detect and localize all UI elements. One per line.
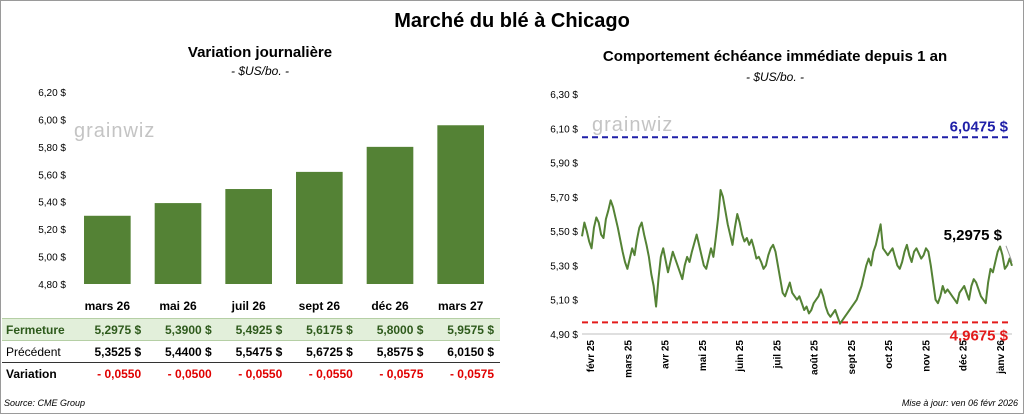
x-tick-label: juil 26 [231,299,266,313]
y-tick-label: 5,30 $ [550,261,578,272]
high-reference-label: 6,0475 $ [950,118,1009,135]
table-row-variation: Variation - 0,0550 - 0,0500 - 0,0550 - 0… [2,363,500,385]
y-tick-label: 6,30 $ [550,90,578,101]
low-reference-label: 4,9675 $ [950,327,1009,344]
x-tick-label: janv 26 [996,340,1007,375]
price-series-line [581,189,1013,325]
y-tick-label: 4,80 $ [38,280,66,291]
x-tick-label: juin 25 [735,340,746,373]
bar [296,171,343,284]
y-tick-label: 6,10 $ [550,124,578,135]
table-cell: - 0,0550 [238,366,283,381]
bar [154,203,202,284]
x-tick-label: févr 25 [586,340,597,373]
bar [225,189,272,284]
table-row-precedent: Précédent 5,3525 $ 5,4400 $ 5,5475 $ 5,6… [2,340,500,363]
y-tick-label: 5,50 $ [550,227,578,238]
table-cell: 5,6175 $ [288,318,359,341]
x-tick-label: mai 26 [159,299,197,313]
line-chart-title: Comportement échéance immédiate depuis 1… [602,48,948,65]
x-tick-label: nov 25 [922,340,933,372]
page-title: Marché du blé à Chicago [394,10,630,32]
table-cell: - 0,0550 [97,366,142,381]
x-tick-label: sept 25 [847,340,858,375]
x-tick-label: mars 25 [623,340,634,378]
table-cell: 5,4400 $ [147,340,218,363]
y-tick-label: 5,40 $ [38,198,66,209]
table-cell: - 0,0575 [449,366,494,381]
y-tick-label: 5,80 $ [38,143,66,154]
source-note: Source: CME Group [4,398,86,408]
bar [437,125,484,284]
bar [366,146,414,284]
y-tick-label: 6,20 $ [38,88,66,99]
table-cell: - 0,0550 [308,366,353,381]
x-tick-label: déc 25 [959,340,970,372]
bar-chart: 4,80 $ 5,00 $ 5,20 $ 5,40 $ 5,60 $ 5,80 $ 6,00… [38,88,484,313]
y-tick-label: 5,90 $ [550,159,578,170]
y-tick-label: 5,00 $ [38,253,66,264]
watermark-logo-right: grainwiz [592,114,674,136]
bar [84,215,131,284]
x-tick-label: août 25 [810,340,821,375]
row-label-variation: Variation [6,366,57,381]
table-cell: 5,8000 $ [358,318,430,341]
table-cell: 5,2975 $ [76,318,148,341]
x-tick-label: avr 25 [661,340,672,369]
x-tick-label: oct 25 [884,340,895,369]
table-cell: 5,6725 $ [288,340,359,363]
line-chart: 4,90 $ 5,10 $ 5,30 $ 5,50 $ 5,70 $ 5,90 $ 6,10… [550,90,1013,378]
last-value-label: 5,2975 $ [944,227,1003,244]
x-tick-label: juil 25 [772,340,783,370]
table-cell: 5,9575 $ [429,318,500,341]
row-label-precedent: Précédent [2,340,77,363]
table-cell: 5,8575 $ [358,340,430,363]
table-cell: 5,3525 $ [76,340,148,363]
x-tick-label: déc 26 [371,299,409,313]
y-tick-label: 5,70 $ [550,193,578,204]
x-tick-label: mars 27 [438,299,484,313]
bar-chart-subtitle: - $US/bo. - [230,64,290,78]
update-note: Mise à jour: ven 06 févr 2026 [901,398,1018,408]
y-tick-label: 5,20 $ [38,225,66,236]
table-cell: 5,4925 $ [217,318,289,341]
y-tick-label: 5,60 $ [38,170,66,181]
last-value-leader [1005,245,1013,263]
watermark-logo-left: grainwiz [74,120,156,142]
x-tick-label: mars 26 [85,299,131,313]
row-label-fermeture: Fermeture [2,318,77,341]
line-chart-subtitle: - $US/bo. - [745,70,805,84]
x-tick-label: sept 26 [299,299,341,313]
bar-chart-title: Variation journalière [187,44,333,61]
table-cell: - 0,0500 [167,366,212,381]
table-row-fermeture: Fermeture 5,2975 $ 5,3900 $ 5,4925 $ 5,6… [2,318,500,341]
y-tick-label: 4,90 $ [550,330,578,341]
y-tick-label: 5,10 $ [550,296,578,307]
table-cell: 5,3900 $ [147,318,218,341]
y-tick-label: 6,00 $ [38,115,66,126]
table-cell: 5,5475 $ [217,340,289,363]
x-tick-label: mai 25 [698,340,709,372]
table-cell: 6,0150 $ [429,340,500,363]
prices-table: Fermeture 5,2975 $ 5,3900 $ 5,4925 $ 5,6… [2,318,500,385]
table-cell: - 0,0575 [379,366,424,381]
